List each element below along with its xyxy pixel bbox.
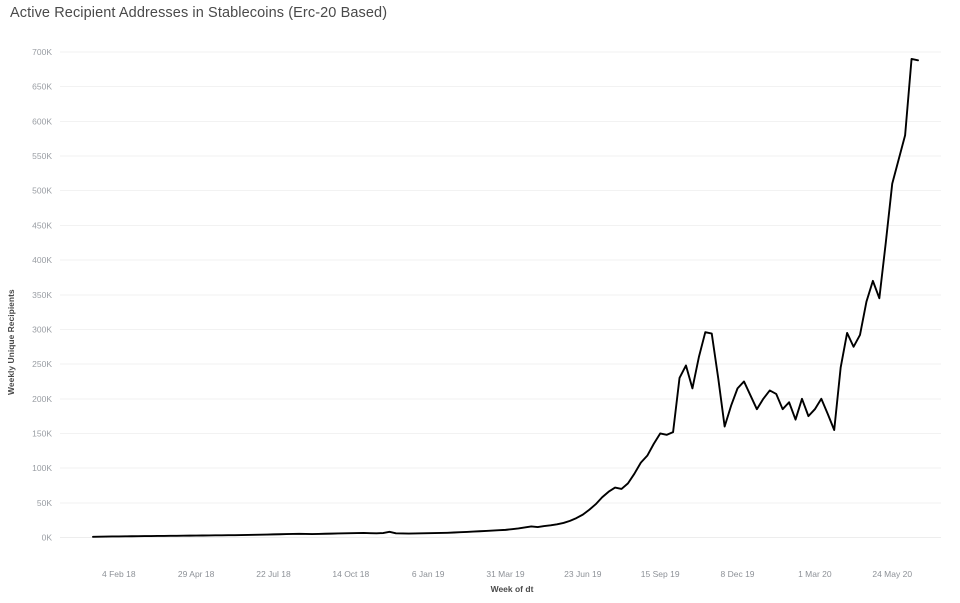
- x-tick-label: 6 Jan 19: [412, 569, 445, 579]
- y-axis-tick-labels: 0K 50K 100K 150K 200K 250K 300K 350K 400K 450K 500…: [32, 47, 52, 543]
- y-tick-label: 550K: [32, 151, 52, 161]
- x-tick-label: 8 Dec 19: [721, 569, 755, 579]
- y-tick-label: 50K: [37, 498, 52, 508]
- x-tick-label: 1 Mar 20: [798, 569, 832, 579]
- x-tick-label: 4 Feb 18: [102, 569, 136, 579]
- x-tick-label: 31 Mar 19: [486, 569, 525, 579]
- y-tick-label: 400K: [32, 255, 52, 265]
- x-tick-label: 14 Oct 18: [332, 569, 369, 579]
- x-tick-label: 29 Apr 18: [178, 569, 215, 579]
- y-tick-label: 700K: [32, 47, 52, 57]
- y-tick-label: 300K: [32, 324, 52, 334]
- x-tick-label: 24 May 20: [872, 569, 912, 579]
- x-axis-title: Week of dt: [491, 584, 534, 594]
- y-tick-label: 100K: [32, 463, 52, 473]
- y-tick-label: 200K: [32, 394, 52, 404]
- y-tick-label: 450K: [32, 220, 52, 230]
- y-tick-label: 250K: [32, 359, 52, 369]
- x-axis-tick-labels: 4 Feb 18 29 Apr 18 22 Jul 18 14 Oct 18 6 Jan…: [102, 569, 912, 579]
- y-axis-title: Weekly Unique Recipients: [6, 289, 16, 395]
- gridlines: [60, 51, 941, 538]
- x-tick-label: 15 Sep 19: [641, 569, 680, 579]
- y-tick-label: 600K: [32, 116, 52, 126]
- y-tick-label: 500K: [32, 186, 52, 196]
- y-tick-label: 350K: [32, 290, 52, 300]
- x-tick-label: 23 Jun 19: [564, 569, 602, 579]
- data-series-line: [92, 57, 919, 538]
- chart-title: Active Recipient Addresses in Stablecoin…: [10, 5, 388, 21]
- y-tick-label: 0K: [42, 533, 53, 543]
- y-tick-label: 150K: [32, 428, 52, 438]
- x-tick-label: 22 Jul 18: [256, 569, 291, 579]
- y-tick-label: 650K: [32, 82, 52, 92]
